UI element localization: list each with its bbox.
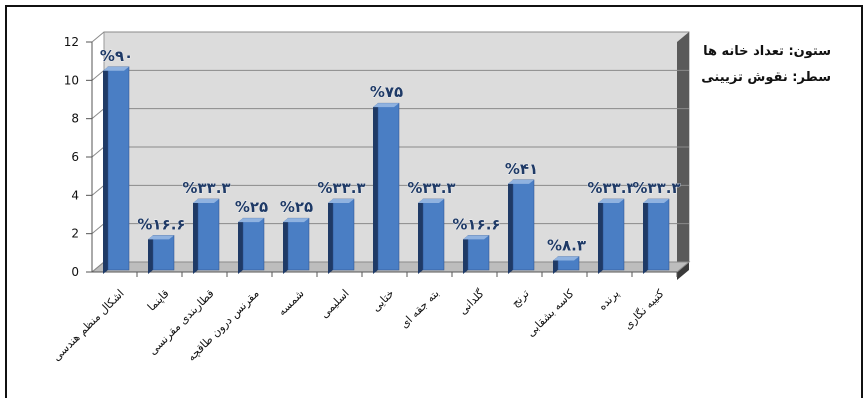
chart-side-wall [677,32,689,272]
bar [152,235,175,271]
gridline-depth [91,69,105,81]
bar-side [553,256,558,274]
x-tick-label: پرنده [596,287,622,313]
x-tick-label: شمسه [275,287,306,318]
x-tick-label: اسلیمی [318,287,352,321]
bar-side [598,199,603,274]
bar-top [553,256,579,261]
bar-top [643,199,669,203]
bar [647,198,670,271]
x-tick-label: کاسه بشقابی [524,286,577,339]
gridline-depth [91,108,105,120]
bar-side [463,235,468,274]
gridline-depth [91,223,105,235]
data-label: %۴۱ [505,160,538,178]
chart-frame: 0 2 4 6 8 10 12 %۹۰ اشکال منظم هندسی %۱۶.۶ قاپنما%… [5,5,863,398]
gridline-depth [91,146,105,158]
bar-side [148,235,153,274]
bar-side [283,218,288,274]
bar [332,198,355,271]
y-tick-label: 10 [64,73,79,87]
y-tick-label: 6 [71,150,79,164]
legend-columns: ستون: تعداد خانه ها [703,44,831,59]
legend-rows: سطر: نقوش تزیینی [701,70,831,85]
data-label: %۳۳.۳ [407,179,455,197]
data-label: %۱۶.۶ [137,215,185,233]
y-tick-label: 12 [64,35,79,49]
gridline-depth [91,261,105,273]
bar-side [418,199,423,274]
bar-chart: 0 2 4 6 8 10 12 %۹۰ اشکال منظم هندسی %۱۶.۶ قاپنما%… [50,31,691,364]
bar-top [103,66,129,71]
x-tick-label: ترنج [509,287,532,310]
bar-side [328,199,333,274]
bar-top [193,199,219,203]
bar-side [373,103,378,275]
bar [377,102,400,271]
bar-top [328,199,354,203]
bar [422,198,445,271]
bar [602,198,625,271]
x-tick-label: کتیبه نگاری [621,286,667,332]
x-tick-label: بته جقه ای [398,287,442,331]
y-tick-label: 0 [71,265,79,279]
bar [242,217,265,271]
bar-side [238,218,243,274]
bar [107,66,130,271]
x-tick-label: قاپنما [145,287,172,314]
bar-side [193,199,198,274]
bar-top [508,179,534,184]
gridline-depth [91,184,105,196]
bar-top [463,235,489,240]
data-label: %۳۳.۳ [182,179,230,197]
data-label: %۲۵ [235,198,268,216]
bar-top [418,199,444,203]
bar-side [508,179,513,274]
y-tick-label: 2 [71,227,79,241]
bar-top [238,218,264,223]
data-label: %۷۵ [370,83,403,101]
y-tick-label: 4 [71,188,79,202]
bar-top [373,103,399,108]
data-label: %۸.۳ [547,237,586,255]
bar [512,179,535,271]
data-label: %۱۶.۶ [452,215,500,233]
data-label: %۳۳.۳ [587,179,635,197]
gridline-depth [91,31,105,43]
bar [287,217,310,271]
data-label: %۲۵ [280,198,313,216]
x-tick-label: گلدانی [456,286,487,317]
bar-top [283,218,309,223]
data-label: %۹۰ [100,47,133,65]
x-tick-label: اشکال منظم هندسی [50,287,127,364]
bar-top [598,199,624,203]
chart-side-wall-base [677,262,689,280]
data-label: %۳۳.۳ [632,179,680,197]
y-tick-label: 8 [71,112,79,126]
bar [467,235,490,271]
bar [197,198,220,271]
bar-side [103,66,108,274]
bar-top [148,235,174,240]
bar-side [643,199,648,274]
data-label: %۳۳.۳ [317,179,365,197]
x-tick-label: ختایی [369,287,396,314]
